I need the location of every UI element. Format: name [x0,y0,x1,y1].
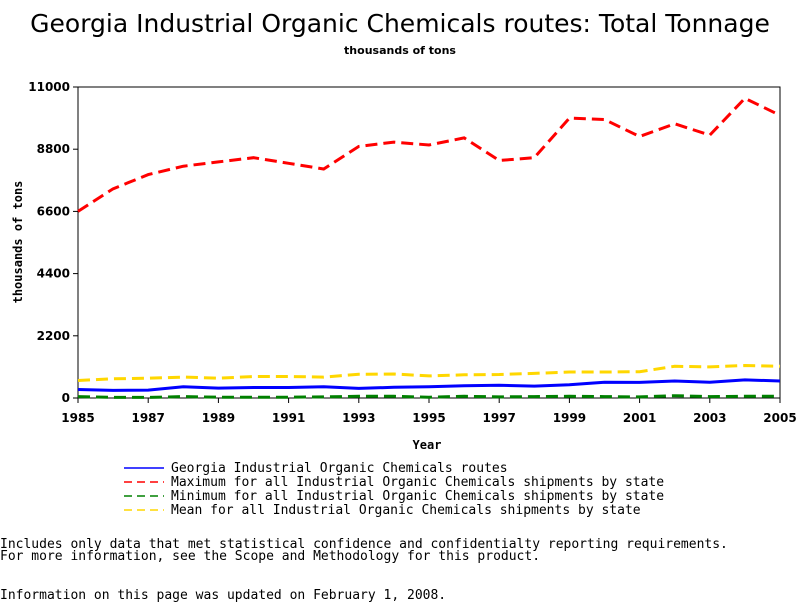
series-minimum-line [77,394,780,399]
legend-label-georgia-routes-line: Georgia Industrial Organic Chemicals rou… [171,461,508,476]
legend-label-minimum-line: Minimum for all Industrial Organic Chemi… [171,489,664,504]
x-tick-label: 1987 [131,411,164,425]
y-tick-label: 2200 [37,329,70,343]
x-tick-label: 2001 [623,411,656,425]
series-maximum-line [77,96,781,213]
legend-label-mean-line: Mean for all Industrial Organic Chemical… [171,503,641,518]
y-tick-label: 0 [62,391,70,405]
y-tick-label: 8800 [37,142,70,156]
y-tick-label: 6600 [37,204,70,218]
footnote-data-requirements: Includes only data that met statistical … [0,537,728,552]
x-tick-label: 1999 [553,411,586,425]
y-tick-label: 4400 [37,267,70,281]
x-tick-label: 1989 [202,411,235,425]
footnote-updated: Information on this page was updated on … [0,588,447,603]
chart-subtitle: thousands of tons [344,44,456,57]
plot-area [77,86,781,399]
legend-label-maximum-line: Maximum for all Industrial Organic Chemi… [171,475,664,490]
footnote-more-info: For more information, see the Scope and … [0,549,541,564]
series-mean-line [77,363,781,382]
series-georgia-routes-line [77,378,781,392]
x-tick-label: 1985 [61,411,94,425]
x-axis-label: Year [413,438,442,452]
x-tick-label: 2003 [693,411,726,425]
x-tick-label: 1991 [272,411,305,425]
chart-title: Georgia Industrial Organic Chemicals rou… [30,9,770,38]
y-axis-label: thousands of tons [11,181,25,304]
y-tick-label: 11000 [28,80,70,94]
x-tick-label: 1993 [342,411,375,425]
x-tick-label: 2005 [763,411,796,425]
x-tick-label: 1997 [482,411,515,425]
x-tick-label: 1995 [412,411,445,425]
